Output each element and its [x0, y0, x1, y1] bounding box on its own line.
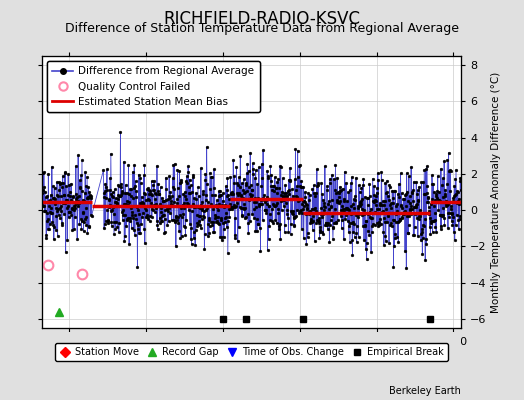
Text: Berkeley Earth: Berkeley Earth: [389, 386, 461, 396]
Y-axis label: Monthly Temperature Anomaly Difference (°C): Monthly Temperature Anomaly Difference (…: [491, 71, 501, 313]
Legend: Difference from Regional Average, Quality Control Failed, Estimated Station Mean: Difference from Regional Average, Qualit…: [47, 61, 259, 112]
Legend: Station Move, Record Gap, Time of Obs. Change, Empirical Break: Station Move, Record Gap, Time of Obs. C…: [55, 343, 448, 361]
Text: Difference of Station Temperature Data from Regional Average: Difference of Station Temperature Data f…: [65, 22, 459, 35]
Text: RICHFIELD-RADIO-KSVC: RICHFIELD-RADIO-KSVC: [163, 10, 361, 28]
